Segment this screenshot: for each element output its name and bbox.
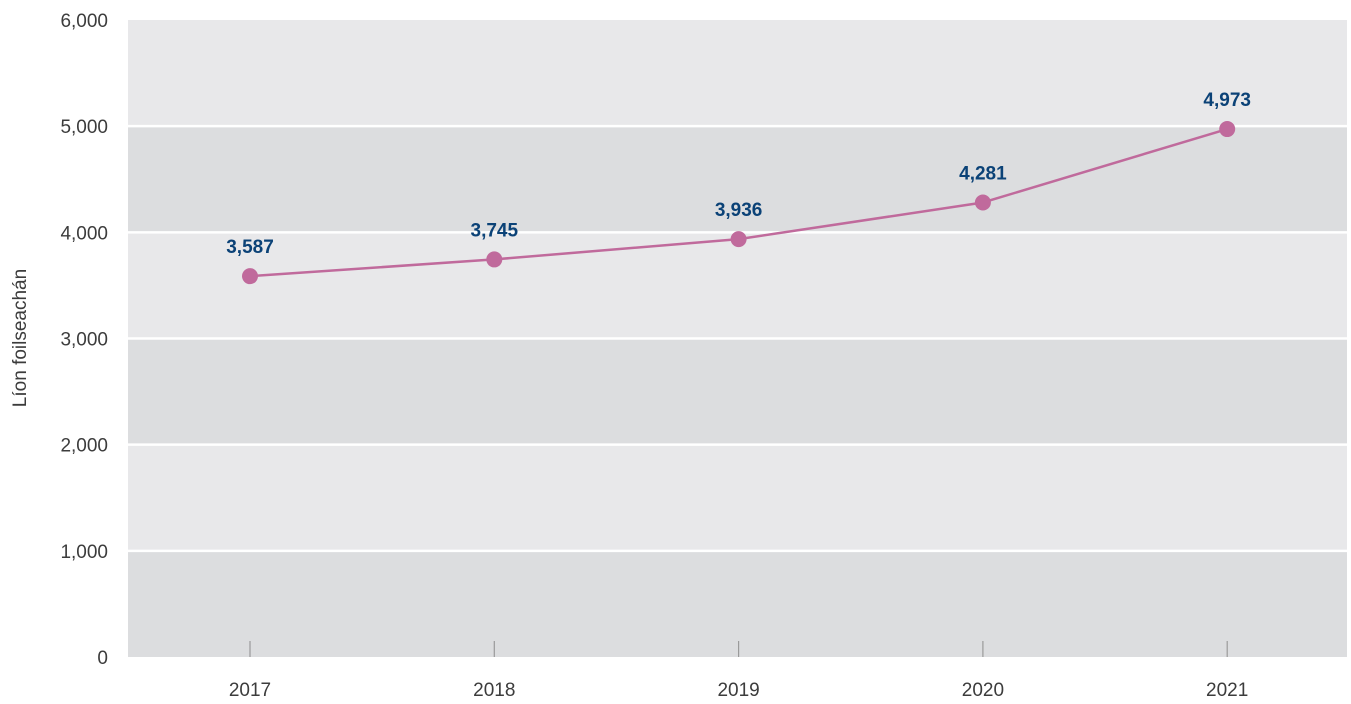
data-point (242, 268, 258, 285)
data-point (486, 251, 503, 268)
x-tick-label: 2019 (717, 680, 759, 701)
plot-band (128, 338, 1347, 445)
data-label: 3,745 (471, 220, 519, 241)
data-label: 3,936 (715, 200, 763, 221)
plot-band (128, 550, 1347, 657)
plot-band (128, 444, 1347, 551)
y-tick-label: 5,000 (60, 117, 108, 138)
y-axis-title: Líon foilseachán (10, 269, 31, 407)
data-label: 4,281 (959, 164, 1007, 185)
y-tick-label: 3,000 (60, 330, 108, 351)
data-point (974, 194, 991, 211)
data-label: 4,973 (1203, 90, 1251, 111)
y-tick-label: 1,000 (60, 542, 108, 563)
y-axis: 0 1,000 2,000 3,000 4,000 5,000 6,000 (60, 11, 108, 669)
y-tick-label: 4,000 (60, 223, 108, 244)
x-tick-label: 2020 (962, 680, 1004, 701)
plot-background (128, 20, 1347, 657)
x-tick-label: 2021 (1206, 680, 1248, 701)
data-labels: 3,587 3,745 3,936 4,281 4,973 (226, 90, 1251, 258)
x-tick-label: 2017 (229, 680, 271, 701)
data-label: 3,587 (226, 237, 274, 258)
y-tick-label: 2,000 (60, 436, 108, 457)
plot-band (128, 232, 1347, 339)
x-axis: 2017 2018 2019 2020 2021 (229, 641, 1248, 701)
data-point (730, 231, 747, 248)
data-point (1219, 121, 1236, 138)
plot-band (128, 20, 1347, 127)
x-tick-label: 2018 (473, 680, 515, 701)
y-tick-label: 0 (97, 648, 108, 669)
series-group (242, 121, 1236, 285)
y-tick-label: 6,000 (60, 11, 108, 32)
plot-band (128, 126, 1347, 233)
